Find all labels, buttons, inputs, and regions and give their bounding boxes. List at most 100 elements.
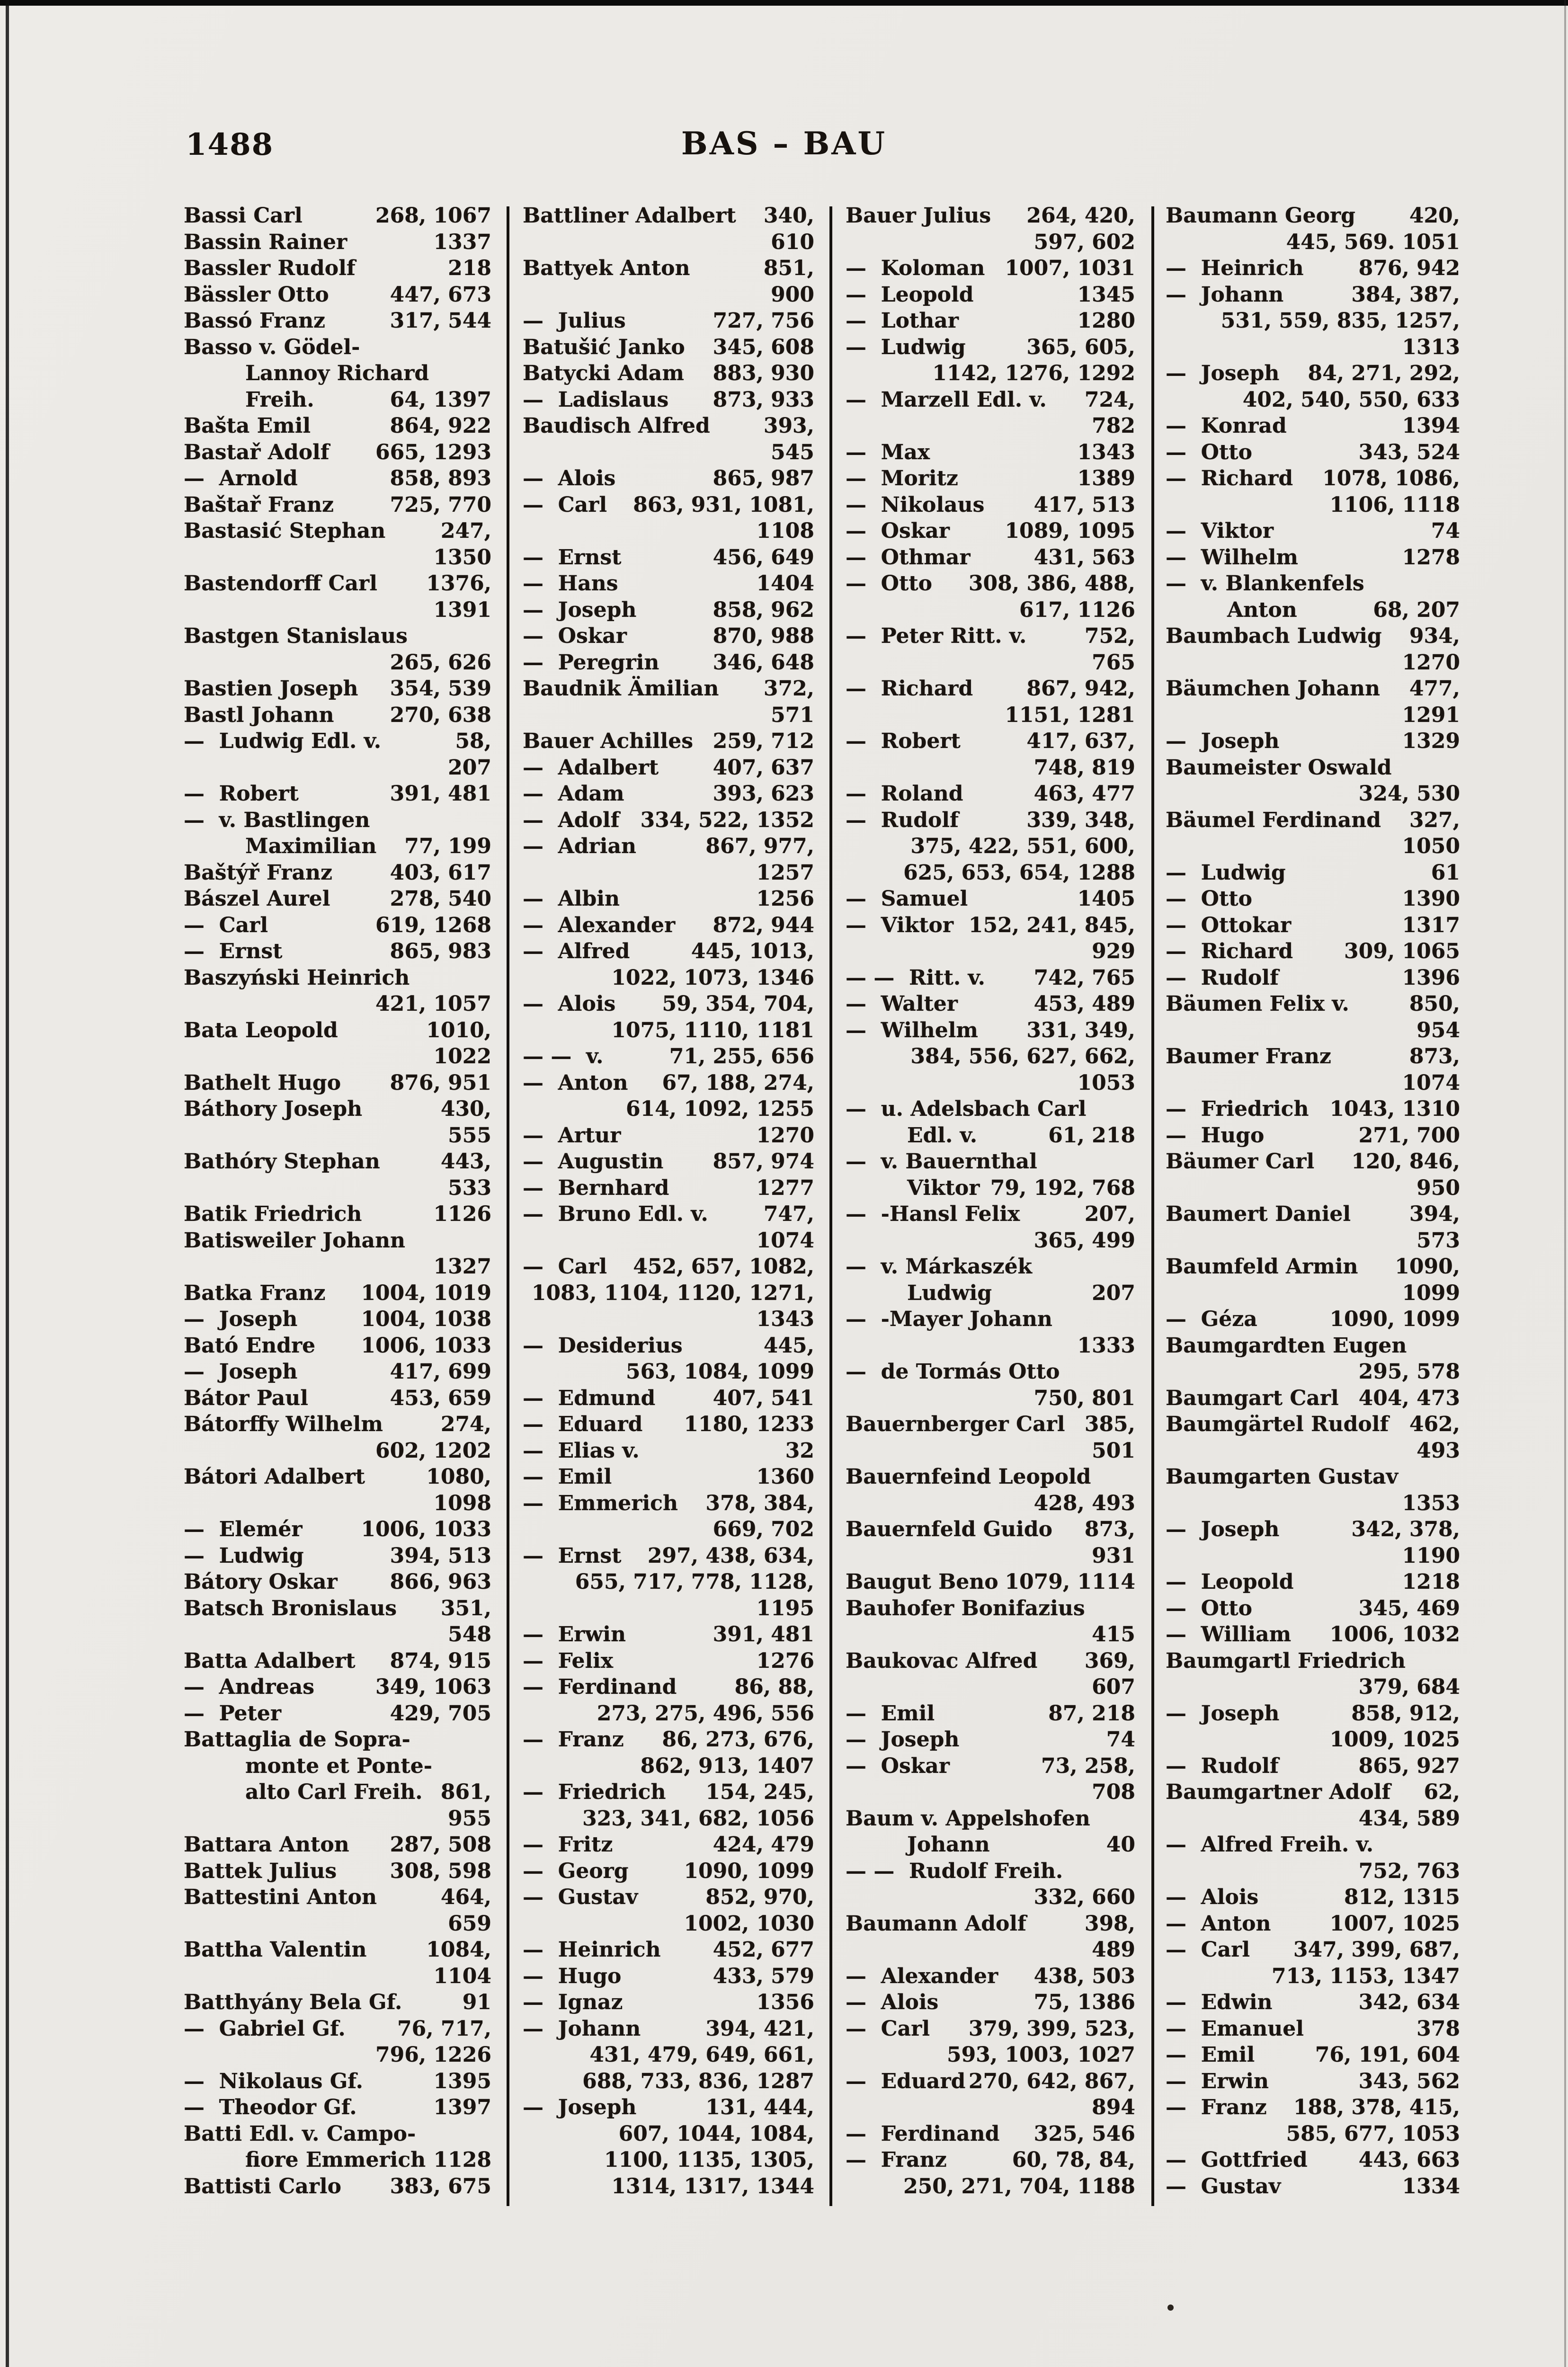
entry-name: — Nikolaus Gf. (184, 2069, 363, 2093)
entry-name: Ludwig (907, 1281, 992, 1305)
entry-pages: 384, 556, 627, 662, (910, 1044, 1135, 1068)
entry-line: — Marzell Edl. v. 724, (846, 387, 1135, 413)
index-entry: — Joseph 1004, 1038 (184, 1306, 491, 1333)
index-entry: Bastař Adolf 665, 1293 (184, 439, 491, 466)
index-entry: Bäumel Ferdinand 327, 1050 (1166, 807, 1460, 860)
index-column: Bassi Carl 268, 1067 Bassin Rainer 1337 Bass… (184, 203, 491, 2210)
entry-pages: 265, 626 (390, 650, 491, 675)
entry-name: — Peregrin (523, 650, 659, 675)
entry-name: — Oskar (523, 624, 627, 648)
entry-name: — Max (846, 440, 930, 464)
entry-line: 1313 (1166, 334, 1460, 361)
entry-pages: 247, (440, 519, 491, 543)
entry-pages: 433, 579 (713, 1964, 814, 1988)
entry-line: 900 (523, 282, 814, 308)
entry-pages: 1389 (1077, 466, 1135, 490)
entry-line: 617, 1126 (846, 597, 1135, 623)
entry-name: — Roland (846, 782, 963, 806)
index-entry: Baudnik Ämilian 372, 571 (523, 676, 814, 728)
entry-pages: 332, 660 (1033, 1885, 1135, 1909)
entry-name: — de Tormás Otto (846, 1360, 1060, 1384)
entry-pages: 431, 479, 649, 661, (589, 2043, 814, 2067)
entry-pages: 456, 649 (713, 545, 814, 570)
index-entry: — Heinrich 876, 942 (1166, 255, 1460, 282)
entry-pages: 531, 559, 835, 1257, (1221, 309, 1460, 333)
index-entry: — Emmerich 378, 384, 669, 702 (523, 1490, 814, 1543)
entry-pages: 1376, (426, 571, 491, 596)
index-entry: Batti Edl. v. Campo-fiore Emmerich 1128 (184, 2121, 491, 2173)
entry-pages: 271, 700 (1358, 1123, 1460, 1148)
index-entry: — Roland 463, 477 (846, 781, 1135, 807)
entry-line: — Ludwig 365, 605, (846, 334, 1135, 361)
entry-pages: 270, 642, 867, (968, 2069, 1135, 2093)
entry-pages: 346, 648 (713, 650, 814, 675)
entry-line: 1075, 1110, 1181 (523, 1017, 814, 1044)
entry-name: — Wilhelm (1166, 545, 1298, 570)
entry-pages: 417, 699 (390, 1360, 491, 1384)
entry-pages: 1043, 1310 (1329, 1097, 1460, 1121)
entry-pages: 343, 562 (1358, 2069, 1460, 2093)
entry-name: — Joseph (184, 1360, 298, 1384)
entry-pages: 713, 1153, 1347 (1271, 1964, 1460, 1988)
entry-pages: 1291 (1402, 703, 1460, 727)
index-entry: — Oskar 1089, 1095 (846, 518, 1135, 544)
entry-line: Batycki Adam 883, 930 (523, 360, 814, 387)
entry-pages: 1098 (433, 1491, 491, 1515)
entry-name: Baumfeld Armin (1166, 1255, 1358, 1279)
index-entry: — Franz 60, 78, 84, 250, 271, 704, 1188 (846, 2147, 1135, 2199)
entry-line: — Joseph 858, 912, (1166, 1700, 1460, 1727)
entry-name: Bauernberger Carl (846, 1412, 1065, 1436)
index-entry: Baštýř Franz 403, 617 (184, 860, 491, 886)
index-entry: — Carl 619, 1268 (184, 912, 491, 939)
entry-line: — Carl 863, 931, 1081, (523, 492, 814, 518)
index-entry: Batta Adalbert 874, 915 (184, 1648, 491, 1674)
entry-pages: 393, (763, 414, 814, 438)
entry-pages: 894 (1092, 2095, 1135, 2119)
entry-pages: 782 (1092, 414, 1135, 438)
entry-line: Bátorffy Wilhelm 274, (184, 1411, 491, 1438)
entry-name: — Gottfried (1166, 2148, 1308, 2172)
entry-name: — Otto (846, 571, 932, 596)
entry-name: Baugut Beno (846, 1570, 998, 1594)
index-entry: Battek Julius 308, 598 (184, 1858, 491, 1885)
index-entry: — Joseph 342, 378, 1190 (1166, 1516, 1460, 1569)
index-entry: — Ladislaus 873, 933 (523, 387, 814, 413)
entry-line: — Julius 727, 756 (523, 308, 814, 334)
entry-pages: 60, 78, 84, (1012, 2148, 1135, 2172)
entry-line: 555 (184, 1122, 491, 1149)
entry-pages: 857, 974 (713, 1149, 814, 1174)
index-entry: — Anton 67, 188, 274, 614, 1092, 1255 (523, 1070, 814, 1122)
entry-name: — Joseph (1166, 361, 1280, 385)
entry-pages: 384, 387, (1351, 282, 1460, 307)
entry-line: 782 (846, 413, 1135, 439)
index-entry: — v. Bastlingen Maximilian 77, 199 (184, 807, 491, 860)
entry-name: Baumert Daniel (1166, 1202, 1351, 1226)
entry-pages: 154, 245, (705, 1780, 814, 1804)
entry-pages: 32 (785, 1438, 814, 1463)
entry-line: Battara Anton 287, 508 (184, 1832, 491, 1858)
entry-line: Battisti Carlo 383, 675 (184, 2173, 491, 2200)
index-entry: — Robert 391, 481 (184, 781, 491, 807)
index-entry: Bathóry Stephan 443, 533 (184, 1148, 491, 1201)
index-entry: — Julius 727, 756 (523, 308, 814, 334)
entry-line: — Walter 453, 489 (846, 991, 1135, 1017)
entry-pages: 1353 (1402, 1491, 1460, 1515)
entry-name: — Heinrich (1166, 256, 1304, 280)
entry-pages: 1104 (433, 1964, 491, 1988)
index-entry: Bátori Adalbert 1080, 1098 (184, 1464, 491, 1516)
index-entry: — Heinrich 452, 677 (523, 1937, 814, 1963)
entry-line: — Theodor Gf. 1397 (184, 2094, 491, 2121)
entry-line: 563, 1084, 1099 (523, 1359, 814, 1385)
entry-pages: 345, 608 (713, 335, 814, 359)
entry-pages: 86, 88, (734, 1675, 814, 1699)
entry-pages: 379, 399, 523, (968, 2016, 1135, 2041)
entry-name: — Otto (1166, 887, 1252, 911)
index-entry: — Carl 347, 399, 687, 713, 1153, 1347 (1166, 1937, 1460, 1989)
entry-pages: 1329 (1402, 729, 1460, 753)
index-entry: — Emil 1360 (523, 1464, 814, 1490)
entry-line: Bassler Rudolf 218 (184, 255, 491, 282)
entry-line: Baudisch Alfred 393, (523, 413, 814, 439)
entry-line: — Carl 452, 657, 1082, (523, 1254, 814, 1280)
index-entry: Bašta Emil 864, 922 (184, 413, 491, 439)
entry-line: Ludwig 207 (846, 1280, 1135, 1307)
